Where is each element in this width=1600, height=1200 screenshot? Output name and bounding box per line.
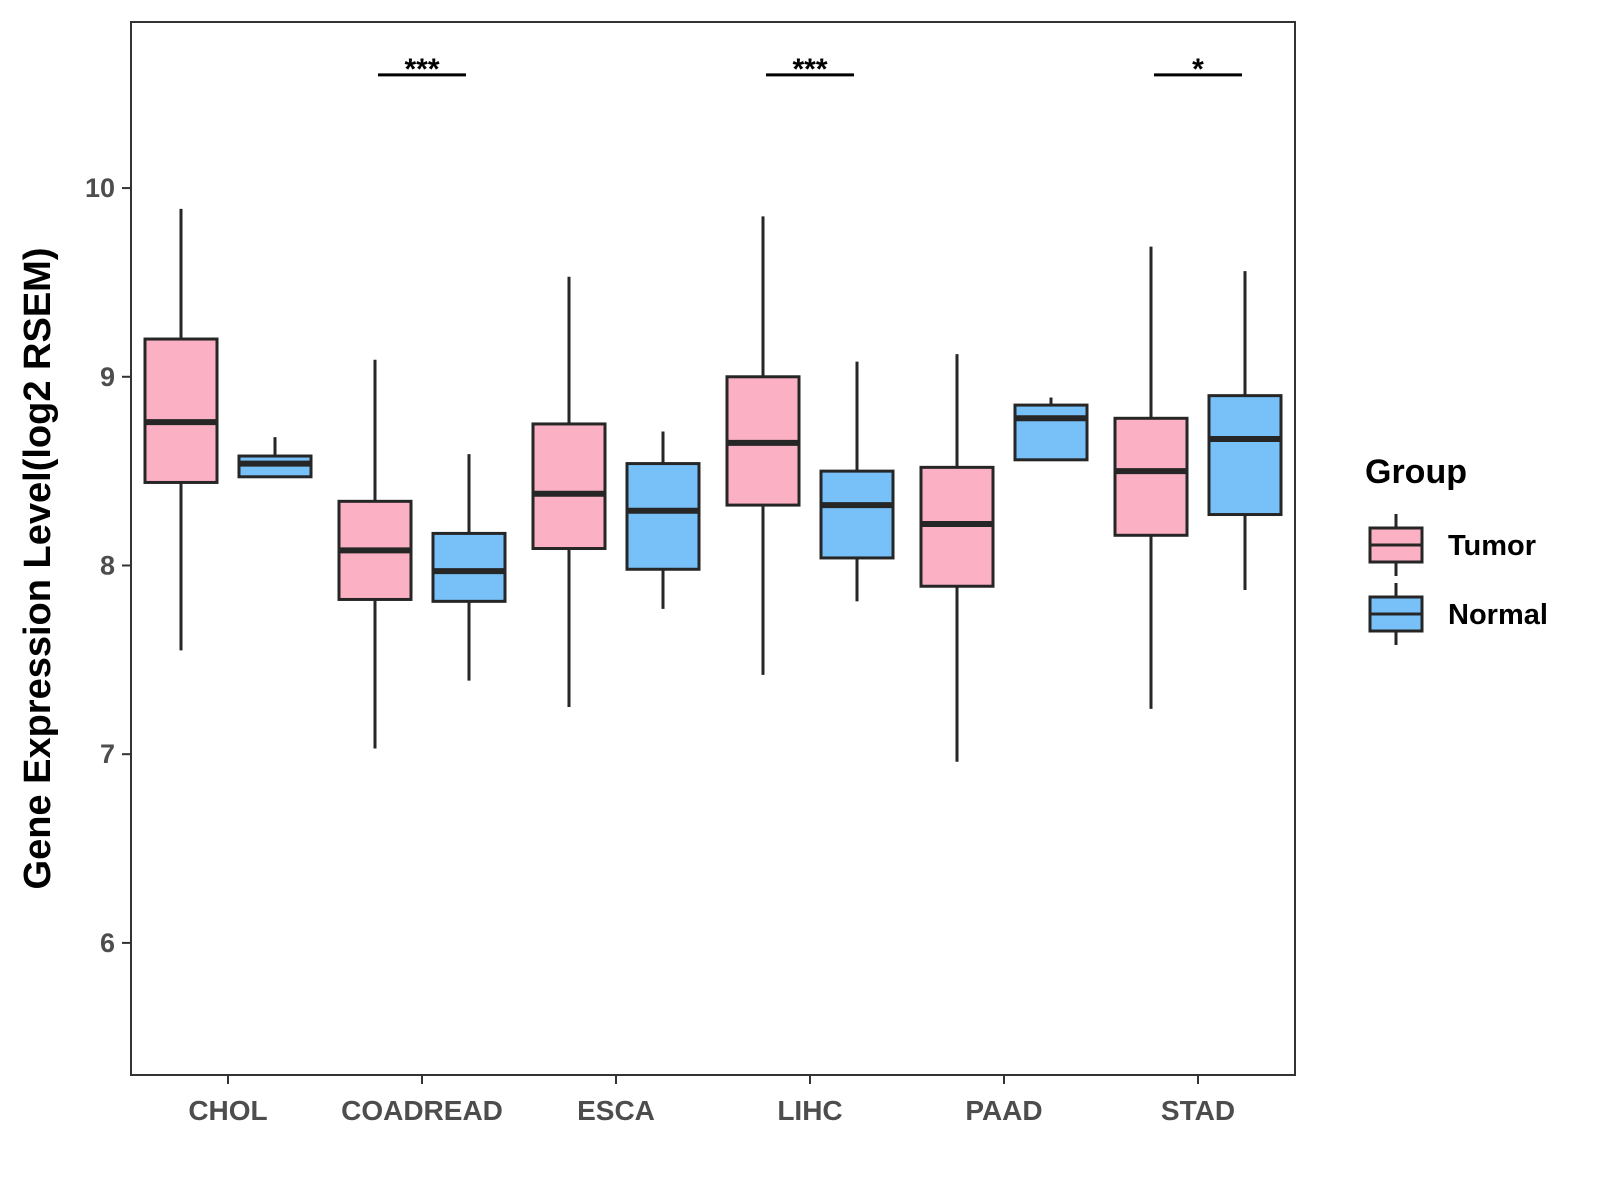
box-iqr — [625, 462, 701, 571]
y-tick-label: 7 — [100, 739, 115, 769]
significance-coadread: *** — [378, 53, 466, 86]
significance-lihc: *** — [766, 53, 854, 86]
box-normal-coadread — [431, 454, 507, 681]
box-tumor-chol — [143, 208, 219, 651]
legend-label-normal: Normal — [1448, 599, 1548, 631]
box-tumor-lihc — [725, 216, 801, 675]
box-iqr — [819, 469, 895, 560]
box-tumor-esca — [531, 276, 607, 708]
x-axis: CHOL COADREAD ESCA LIHC PAAD STAD — [188, 1075, 1235, 1126]
box-iqr — [143, 337, 219, 484]
box-tumor-coadread — [337, 359, 413, 749]
box-iqr — [1207, 394, 1283, 517]
x-tick-label-stad: STAD — [1161, 1095, 1235, 1126]
x-tick-label-chol: CHOL — [188, 1095, 267, 1126]
significance-label: * — [1192, 53, 1204, 86]
box-normal-lihc — [819, 361, 895, 602]
y-tick-label: 8 — [100, 550, 115, 580]
box-tumor-paad — [919, 354, 995, 762]
box-normal-esca — [625, 431, 701, 609]
box-normal-stad — [1207, 271, 1283, 591]
y-tick-label: 10 — [85, 173, 115, 203]
y-tick-label: 6 — [100, 928, 115, 958]
plot-panel-border — [130, 21, 1296, 1076]
x-tick-label-paad: PAAD — [965, 1095, 1042, 1126]
legend-item-tumor: Tumor — [1368, 514, 1536, 576]
y-tick-label: 9 — [100, 362, 115, 392]
box-iqr — [431, 531, 507, 603]
y-axis-title: Gene Expression Level(log2 RSEM) — [17, 248, 59, 890]
legend-label-tumor: Tumor — [1448, 530, 1536, 562]
significance-label: *** — [792, 53, 827, 86]
legend-title: Group — [1365, 453, 1467, 491]
y-axis: 6 7 8 9 10 — [85, 173, 131, 958]
boxes-layer — [143, 208, 1283, 762]
legend-item-normal: Normal — [1368, 583, 1548, 645]
significance-stad: * — [1154, 53, 1242, 86]
box-tumor-stad — [1113, 246, 1189, 709]
box-iqr — [1113, 416, 1189, 537]
box-iqr — [1013, 403, 1089, 462]
significance-label: *** — [404, 53, 439, 86]
legend: Group Tumor Normal — [1365, 453, 1548, 645]
x-tick-label-esca: ESCA — [577, 1095, 655, 1126]
box-iqr — [531, 422, 607, 550]
x-tick-label-lihc: LIHC — [777, 1095, 842, 1126]
box-normal-chol — [237, 437, 313, 479]
box-normal-paad — [1013, 397, 1089, 462]
x-tick-label-coadread: COADREAD — [341, 1095, 503, 1126]
significance-layer: *** *** * — [378, 53, 1242, 86]
